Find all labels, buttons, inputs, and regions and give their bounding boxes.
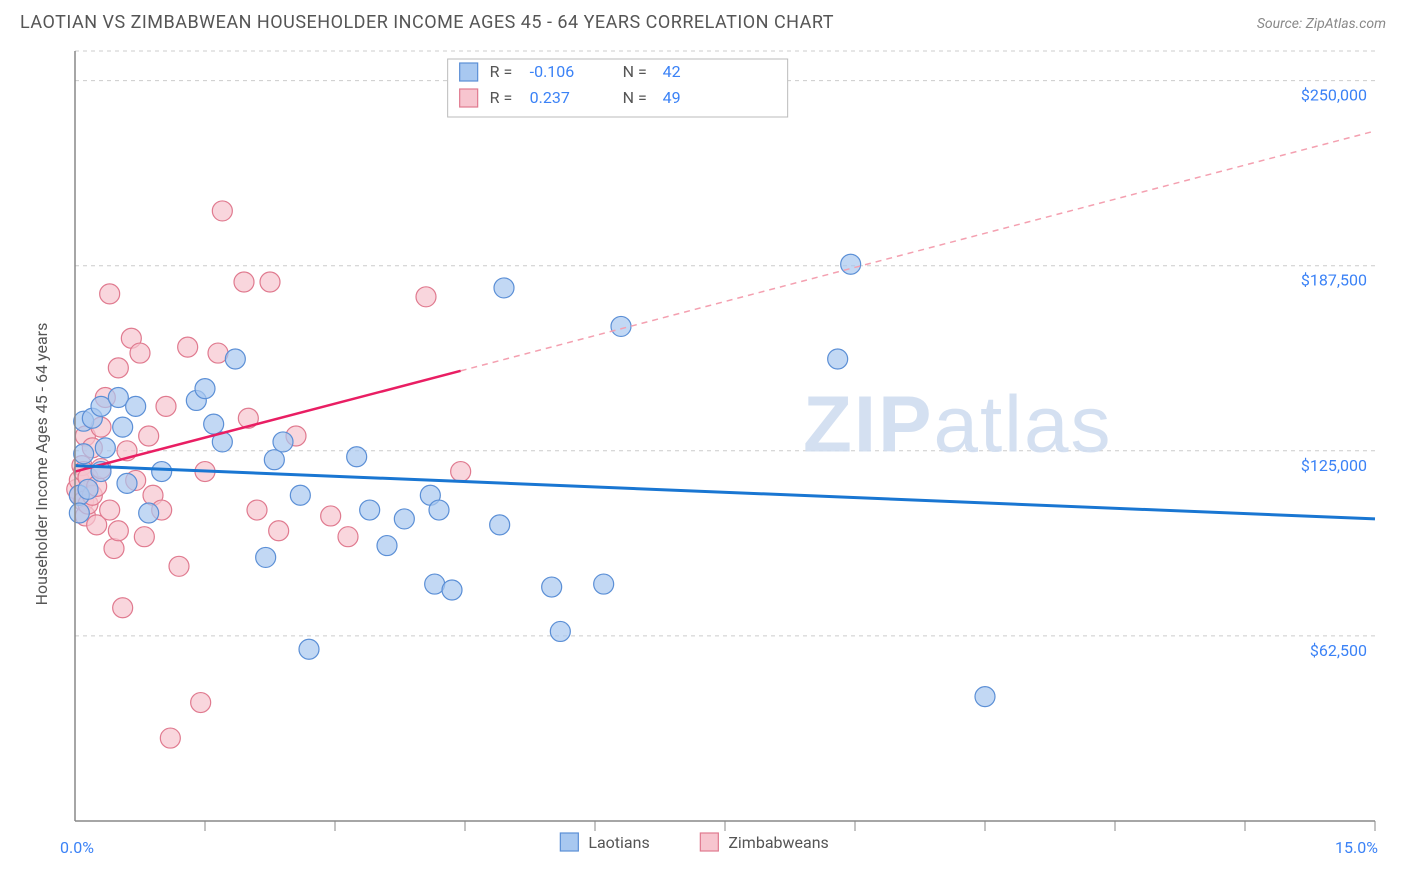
legend-n-label: N =	[623, 88, 647, 107]
data-point-laotian	[78, 479, 98, 499]
data-point-zimbabwean	[416, 287, 436, 307]
data-point-laotian	[195, 379, 215, 399]
legend-n-label: N =	[623, 62, 647, 81]
data-point-laotian	[550, 621, 570, 641]
data-point-zimbabwean	[321, 506, 341, 526]
data-point-zimbabwean	[269, 521, 289, 541]
legend-series-label: Laotians	[588, 833, 649, 852]
legend-n-value: 42	[663, 62, 681, 81]
data-point-zimbabwean	[212, 201, 232, 221]
data-point-laotian	[494, 278, 514, 298]
data-point-laotian	[594, 574, 614, 594]
data-point-laotian	[429, 500, 449, 520]
data-point-laotian	[347, 447, 367, 467]
data-point-zimbabwean	[178, 337, 198, 357]
x-start-label: 0.0%	[60, 838, 94, 857]
y-tick-label: $62,500	[1310, 641, 1367, 660]
data-point-laotian	[394, 509, 414, 529]
correlation-scatter-chart: $62,500 $125,000 $187,500 $250,000 ZIPatlas 0…	[20, 41, 1386, 881]
data-point-laotian	[975, 687, 995, 707]
legend-r-value: -0.106	[530, 62, 575, 81]
data-point-laotian	[152, 462, 172, 482]
data-point-zimbabwean	[108, 358, 128, 378]
data-point-laotian	[377, 536, 397, 556]
x-end-label: 15.0%	[1335, 838, 1378, 857]
data-point-laotian	[299, 639, 319, 659]
data-point-laotian	[611, 316, 631, 336]
data-point-laotian	[841, 254, 861, 274]
data-point-laotian	[264, 450, 284, 470]
data-point-laotian	[490, 515, 510, 535]
data-point-zimbabwean	[100, 500, 120, 520]
data-point-laotian	[442, 580, 462, 600]
data-point-laotian	[117, 473, 137, 493]
data-point-laotian	[95, 438, 115, 458]
data-point-zimbabwean	[113, 598, 133, 618]
data-point-laotian	[290, 485, 310, 505]
data-point-laotian	[828, 349, 848, 369]
legend-r-value: 0.237	[530, 88, 570, 107]
data-point-zimbabwean	[247, 500, 267, 520]
data-point-laotian	[204, 414, 224, 434]
watermark: ZIPatlas	[803, 379, 1112, 468]
data-point-zimbabwean	[169, 556, 189, 576]
data-point-zimbabwean	[260, 272, 280, 292]
data-point-laotian	[256, 547, 276, 567]
data-point-zimbabwean	[108, 521, 128, 541]
data-point-zimbabwean	[104, 539, 124, 559]
data-point-zimbabwean	[139, 426, 159, 446]
data-point-zimbabwean	[160, 728, 180, 748]
data-point-laotian	[69, 503, 89, 523]
trendline-laotian	[75, 466, 1375, 519]
data-point-zimbabwean	[134, 527, 154, 547]
y-axis-title: Householder Income Ages 45 - 64 years	[32, 323, 51, 606]
data-point-zimbabwean	[191, 693, 211, 713]
data-point-zimbabwean	[156, 396, 176, 416]
data-point-laotian	[139, 503, 159, 523]
legend-r-label: R =	[490, 88, 513, 107]
data-point-laotian	[113, 417, 133, 437]
data-point-laotian	[74, 444, 94, 464]
y-tick-label: $250,000	[1301, 86, 1367, 105]
legend-n-value: 49	[663, 88, 681, 107]
source-name: ZipAtlas.com	[1306, 16, 1386, 32]
data-point-zimbabwean	[234, 272, 254, 292]
data-point-laotian	[126, 396, 146, 416]
legend-r-label: R =	[490, 62, 513, 81]
source-attribution: Source: ZipAtlas.com	[1257, 13, 1386, 32]
data-point-zimbabwean	[451, 462, 471, 482]
data-point-laotian	[273, 432, 293, 452]
legend-swatch	[700, 833, 718, 851]
source-label: Source:	[1257, 16, 1306, 32]
chart-title: LAOTIAN VS ZIMBABWEAN HOUSEHOLDER INCOME…	[20, 12, 834, 33]
legend-series-label: Zimbabweans	[728, 833, 828, 852]
y-tick-label: $187,500	[1301, 271, 1367, 290]
data-point-zimbabwean	[130, 343, 150, 363]
data-point-laotian	[360, 500, 380, 520]
trendline-zimbabwean-extrapolated	[461, 131, 1375, 371]
data-point-laotian	[542, 577, 562, 597]
legend-swatch	[560, 833, 578, 851]
legend-swatch	[460, 89, 478, 107]
data-point-zimbabwean	[100, 284, 120, 304]
legend-swatch	[460, 63, 478, 81]
data-point-zimbabwean	[338, 527, 358, 547]
y-tick-label: $125,000	[1301, 456, 1367, 475]
data-point-laotian	[225, 349, 245, 369]
